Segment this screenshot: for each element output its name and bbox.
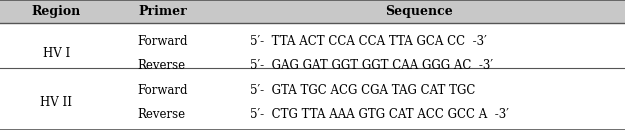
Text: Sequence: Sequence xyxy=(385,5,452,18)
Text: Reverse: Reverse xyxy=(138,58,186,72)
Text: HV II: HV II xyxy=(40,96,72,109)
Text: Forward: Forward xyxy=(138,35,188,48)
Text: 5′-  GTA TGC ACG CGA TAG CAT TGC: 5′- GTA TGC ACG CGA TAG CAT TGC xyxy=(250,84,476,98)
FancyBboxPatch shape xyxy=(0,0,625,23)
Text: Forward: Forward xyxy=(138,84,188,98)
Text: Primer: Primer xyxy=(138,5,187,18)
Text: Region: Region xyxy=(32,5,81,18)
Text: HV I: HV I xyxy=(42,47,70,60)
Text: 5′-  CTG TTA AAA GTG CAT ACC GCC A  -3′: 5′- CTG TTA AAA GTG CAT ACC GCC A -3′ xyxy=(250,108,509,121)
Text: 5′-  TTA ACT CCA CCA TTA GCA CC  -3′: 5′- TTA ACT CCA CCA TTA GCA CC -3′ xyxy=(250,35,487,48)
Text: 5′-  GAG GAT GGT GGT CAA GGG AC  -3′: 5′- GAG GAT GGT GGT CAA GGG AC -3′ xyxy=(250,58,493,72)
Text: Reverse: Reverse xyxy=(138,108,186,121)
